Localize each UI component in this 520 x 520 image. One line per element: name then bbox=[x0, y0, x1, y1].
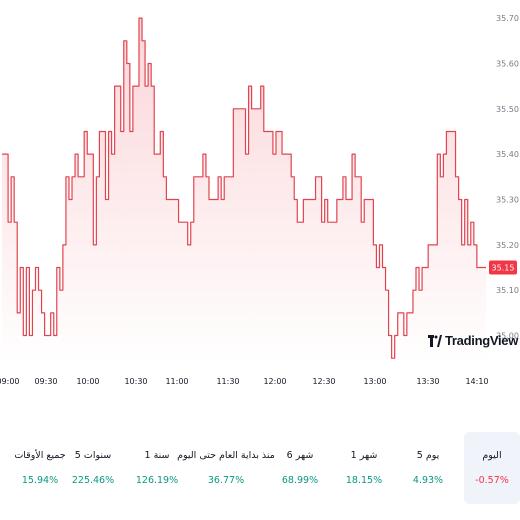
last-price-badge bbox=[489, 260, 517, 275]
x-tick-label: 13:00 bbox=[363, 377, 386, 386]
period-change-value: 126.19% bbox=[135, 475, 179, 486]
performance-periods: اليوم -0.57% 5 يوم 4.93% 1 شهر 18.15% 6 شهر 68.… bbox=[0, 432, 520, 520]
period-tab-4[interactable]: منذ بداية العام حتى اليوم 36.77% bbox=[177, 432, 275, 504]
last-price-label: 35.15 bbox=[492, 264, 515, 273]
x-tick-label: 12:30 bbox=[312, 377, 335, 386]
watermark-text: TradingView bbox=[445, 333, 519, 348]
y-tick-label: 35.70 bbox=[496, 14, 519, 23]
price-chart[interactable]: 35.00 35.10 35.20 35.30 35.40 35.50 35.60 35.70… bbox=[0, 0, 520, 390]
tradingview-logo-icon bbox=[428, 334, 442, 347]
period-change-value: 15.94% bbox=[21, 475, 59, 486]
period-change-value: 4.93% bbox=[412, 475, 444, 486]
period-tab-6[interactable]: 5 سنوات 225.46% bbox=[65, 432, 121, 504]
period-label: 1 شهر bbox=[350, 450, 378, 461]
period-tab-2[interactable]: 1 شهر 18.15% bbox=[336, 432, 392, 504]
x-tick-label: 09:30 bbox=[34, 377, 57, 386]
y-tick-label: 35.40 bbox=[496, 150, 519, 159]
y-tick-label: 35.20 bbox=[496, 241, 519, 250]
y-tick-label: 35.60 bbox=[496, 59, 519, 68]
period-tab-3[interactable]: 6 شهر 68.99% bbox=[272, 432, 328, 504]
period-label: 5 يوم bbox=[416, 450, 440, 461]
period-label: منذ بداية العام حتى اليوم bbox=[177, 450, 275, 461]
period-label: 5 سنوات bbox=[74, 450, 112, 461]
period-label: 1 سنة bbox=[144, 450, 170, 461]
period-tab-7[interactable]: جميع الأوقات 15.94% bbox=[8, 432, 72, 504]
period-change-value: 18.15% bbox=[345, 475, 383, 486]
x-tick-label: 10:30 bbox=[124, 377, 147, 386]
price-area bbox=[2, 18, 486, 365]
x-tick-label: 11:00 bbox=[165, 377, 188, 386]
x-tick-label: 10:00 bbox=[76, 377, 99, 386]
period-change-value: 225.46% bbox=[71, 475, 115, 486]
period-tab-5[interactable]: 1 سنة 126.19% bbox=[129, 432, 185, 504]
y-tick-label: 35.00 bbox=[496, 332, 519, 341]
y-tick-label: 35.30 bbox=[496, 196, 519, 205]
chart-canvas[interactable]: 35.00 35.10 35.20 35.30 35.40 35.50 35.60 35.70… bbox=[0, 0, 520, 390]
period-change-value: 36.77% bbox=[207, 475, 245, 486]
x-tick-label: 11:30 bbox=[216, 377, 239, 386]
period-change-value: 68.99% bbox=[281, 475, 319, 486]
period-change-value: -0.57% bbox=[475, 475, 509, 486]
period-label: اليوم bbox=[482, 450, 502, 461]
period-tab-1[interactable]: 5 يوم 4.93% bbox=[400, 432, 456, 504]
x-tick-label: 12:00 bbox=[263, 377, 286, 386]
tradingview-watermark: TradingView bbox=[428, 333, 518, 348]
x-tick-label: 09:00 bbox=[0, 377, 20, 386]
y-tick-label: 35.10 bbox=[496, 286, 519, 295]
y-tick-label: 35.50 bbox=[496, 105, 519, 114]
period-tab-0[interactable]: اليوم -0.57% bbox=[464, 432, 520, 504]
period-label: 6 شهر bbox=[286, 450, 314, 461]
period-label: جميع الأوقات bbox=[14, 450, 66, 461]
price-line bbox=[2, 17, 486, 359]
x-tick-label: 14:10 bbox=[465, 377, 488, 386]
x-tick-label: 13:30 bbox=[416, 377, 439, 386]
